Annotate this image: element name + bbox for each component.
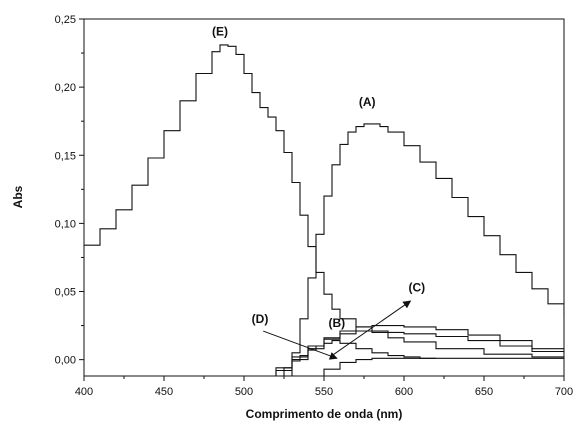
x-axis-title: Comprimento de onda (nm) [246, 407, 403, 421]
y-axis-title: Abs [11, 185, 25, 208]
y-tick-label: 0,00 [55, 355, 76, 367]
x-tick-label: 600 [395, 386, 413, 398]
x-tick-label: 650 [475, 386, 493, 398]
series-line-e [84, 44, 564, 358]
series-line-d [264, 325, 564, 376]
x-tick-label: 550 [315, 386, 333, 398]
series-line-a [287, 123, 564, 376]
x-tick-label: 400 [75, 386, 93, 398]
series-line-c [268, 330, 564, 376]
curve-label: (E) [212, 24, 228, 38]
y-tick-label: 0,05 [55, 287, 76, 299]
y-tick-label: 0,20 [55, 82, 76, 94]
y-axis-ticks: 0,00 0,05 0,10 0,15 0,20 0,25 [55, 14, 84, 367]
y-tick-label: 0,15 [55, 150, 76, 162]
curve-label: (D) [252, 312, 269, 326]
annotation-arrow [331, 300, 412, 356]
curve-label: (A) [359, 95, 376, 109]
series-line-b [276, 340, 436, 376]
y-tick-label: 0,10 [55, 218, 76, 230]
x-tick-label: 700 [555, 386, 573, 398]
annotation-arrow [263, 330, 338, 360]
y-tick-label: 0,25 [55, 14, 76, 26]
curve-label: (C) [408, 281, 425, 295]
plot-frame [83, 18, 565, 377]
annotation-layer: (E) (A) (C) (B) (D) [212, 24, 425, 330]
series-layer [84, 44, 564, 376]
x-axis-ticks: 400 450 500 550 600 650 700 [75, 376, 573, 398]
x-tick-label: 500 [235, 386, 253, 398]
series-line-baseline [320, 357, 564, 376]
x-tick-label: 450 [155, 386, 173, 398]
curve-label: (B) [328, 316, 345, 330]
arrow-layer [263, 300, 412, 360]
